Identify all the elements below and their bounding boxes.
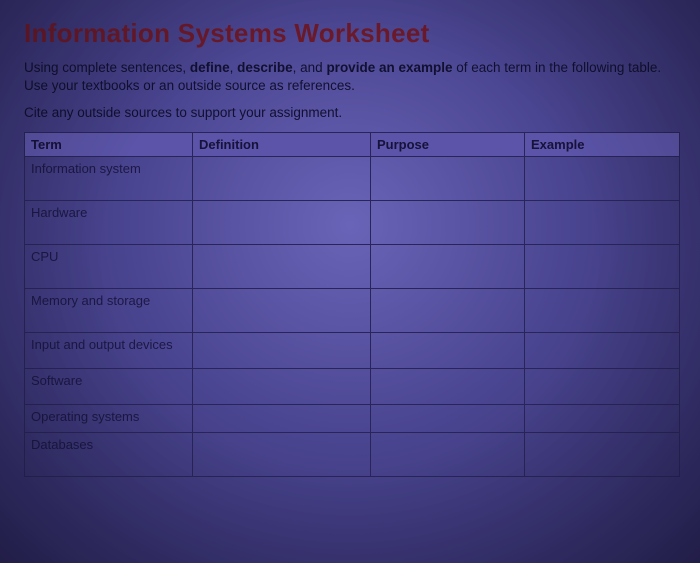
col-header-purpose: Purpose (371, 133, 525, 157)
table-row: Memory and storage (25, 289, 680, 333)
col-header-example: Example (525, 133, 680, 157)
definition-cell (193, 369, 371, 405)
example-cell (525, 289, 680, 333)
cite-instructions: Cite any outside sources to support your… (24, 105, 680, 120)
term-cell: CPU (25, 245, 193, 289)
table-header-row: Term Definition Purpose Example (25, 133, 680, 157)
table-row: Hardware (25, 201, 680, 245)
example-cell (525, 245, 680, 289)
table-row: Information system (25, 157, 680, 201)
example-cell (525, 405, 680, 433)
definition-cell (193, 405, 371, 433)
term-cell: Operating systems (25, 405, 193, 433)
worksheet-table: Term Definition Purpose Example Informat… (24, 132, 680, 477)
term-cell: Hardware (25, 201, 193, 245)
purpose-cell (371, 245, 525, 289)
purpose-cell (371, 201, 525, 245)
example-cell (525, 157, 680, 201)
definition-cell (193, 201, 371, 245)
definition-cell (193, 333, 371, 369)
definition-cell (193, 433, 371, 477)
term-cell: Memory and storage (25, 289, 193, 333)
purpose-cell (371, 433, 525, 477)
term-cell: Databases (25, 433, 193, 477)
definition-cell (193, 289, 371, 333)
term-cell: Software (25, 369, 193, 405)
purpose-cell (371, 333, 525, 369)
term-cell: Information system (25, 157, 193, 201)
term-cell: Input and output devices (25, 333, 193, 369)
table-row: CPU (25, 245, 680, 289)
purpose-cell (371, 405, 525, 433)
table-row: Databases (25, 433, 680, 477)
col-header-definition: Definition (193, 133, 371, 157)
example-cell (525, 201, 680, 245)
table-row: Operating systems (25, 405, 680, 433)
page-title: Information Systems Worksheet (24, 18, 680, 49)
col-header-term: Term (25, 133, 193, 157)
example-cell (525, 369, 680, 405)
purpose-cell (371, 289, 525, 333)
instructions-text: Using complete sentences, define, descri… (24, 59, 680, 95)
purpose-cell (371, 157, 525, 201)
definition-cell (193, 157, 371, 201)
example-cell (525, 333, 680, 369)
definition-cell (193, 245, 371, 289)
table-row: Input and output devices (25, 333, 680, 369)
purpose-cell (371, 369, 525, 405)
table-row: Software (25, 369, 680, 405)
example-cell (525, 433, 680, 477)
